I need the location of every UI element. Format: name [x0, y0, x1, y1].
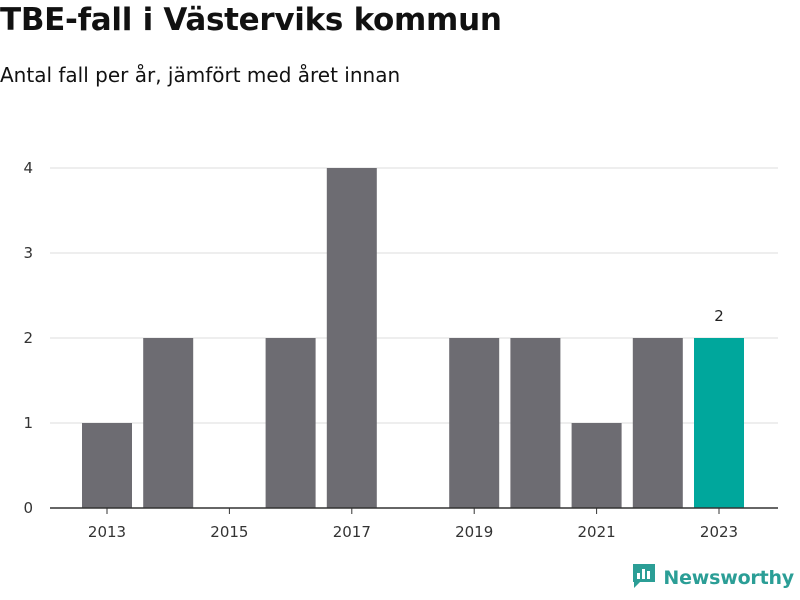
bar-2017 [326, 168, 377, 508]
axes [50, 507, 778, 514]
bar-2019 [449, 338, 500, 508]
newsworthy-logo-icon [631, 562, 657, 594]
x-tick-label: 2013 [88, 523, 126, 541]
bar-2016 [265, 338, 316, 508]
chart-subtitle: Antal fall per år, jämfört med året inna… [0, 63, 401, 87]
x-tick-label: 2021 [578, 523, 616, 541]
x-tick-label: 2015 [210, 523, 248, 541]
y-tick-label: 4 [23, 159, 33, 177]
labels: 0 1 2 3 4 2013 2015 2017 2019 2021 2023 2 [23, 159, 738, 541]
bar-2022 [632, 338, 683, 508]
x-tick-label: 2017 [333, 523, 371, 541]
bar-2021 [571, 423, 622, 508]
bar-2013 [82, 423, 132, 508]
brand-name: Newsworthy [663, 567, 794, 589]
bars [82, 168, 744, 508]
y-tick-label: 2 [23, 329, 33, 347]
y-tick-label: 1 [23, 414, 33, 432]
chart-title: TBE-fall i Västerviks kommun [0, 2, 502, 38]
bar-2014 [143, 338, 194, 508]
y-tick-label: 3 [23, 244, 33, 262]
x-tick-label: 2019 [455, 523, 493, 541]
data-label: 2 [714, 307, 724, 325]
bar-2023 [694, 338, 744, 508]
x-tick-label: 2023 [700, 523, 738, 541]
y-tick-label: 0 [23, 499, 33, 517]
bar-2020 [510, 338, 561, 508]
brand-logo: Newsworthy [631, 562, 794, 594]
